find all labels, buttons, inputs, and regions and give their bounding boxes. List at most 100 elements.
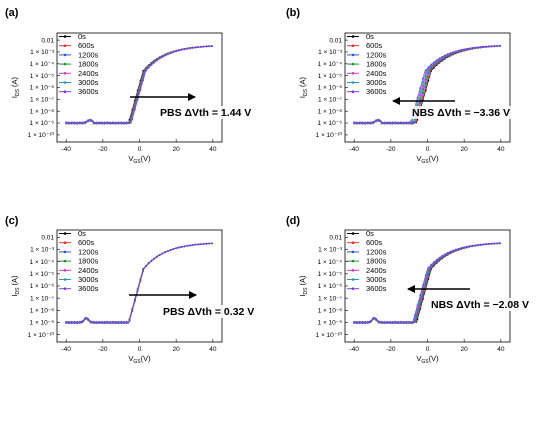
data-point (147, 262, 150, 265)
data-point (142, 270, 145, 272)
data-point (84, 317, 87, 320)
data-point (402, 321, 405, 324)
legend-marker (351, 53, 355, 57)
data-point (153, 61, 156, 64)
data-point (430, 63, 433, 66)
legend-marker (351, 259, 355, 263)
data-point (427, 79, 430, 82)
y-tick-label: 0.01 (329, 235, 342, 242)
data-point (106, 121, 109, 124)
data-point (180, 246, 183, 248)
data-point (402, 121, 405, 124)
data-point (183, 245, 186, 248)
legend-marker (351, 62, 355, 66)
data-point (455, 248, 457, 251)
annotation-backdrop (429, 298, 541, 311)
x-tick-label: 40 (497, 146, 505, 153)
panel-label: (b) (286, 7, 300, 19)
legend-label: 3600s (366, 284, 387, 293)
data-point (158, 57, 161, 60)
y-tick-label: 1 × 10⁻⁷ (30, 295, 55, 302)
legend-marker (63, 62, 67, 66)
data-point (186, 47, 189, 50)
data-point (386, 321, 389, 324)
x-tick-label: 0 (138, 146, 142, 153)
data-point (120, 320, 123, 323)
x-tick-label: -40 (349, 346, 359, 353)
data-point (84, 121, 87, 124)
data-point (435, 258, 438, 261)
x-tick-label: 0 (426, 146, 430, 153)
legend-marker (63, 53, 67, 57)
data-point (394, 320, 397, 323)
data-point (114, 121, 117, 124)
data-point (422, 77, 424, 80)
data-point (87, 318, 90, 320)
data-point (444, 54, 446, 57)
legend-label: 3000s (366, 275, 387, 284)
data-point (490, 45, 493, 48)
legend-marker (63, 72, 67, 75)
x-axis-label: VGS(V) (416, 354, 439, 365)
data-point (422, 81, 424, 83)
data-point (405, 122, 408, 125)
data-point (372, 121, 375, 124)
legend-marker (63, 269, 67, 272)
x-tick-label: 20 (461, 346, 469, 353)
data-point (205, 45, 208, 48)
legend-label: 0s (78, 229, 86, 238)
legend-marker (351, 241, 355, 244)
data-point (164, 251, 167, 254)
data-point (499, 242, 501, 245)
x-axis-label: VGS(V) (128, 154, 151, 165)
data-point (123, 122, 125, 125)
data-point (167, 53, 169, 56)
data-point (389, 321, 391, 324)
data-point (95, 122, 98, 125)
data-point (446, 251, 449, 254)
data-point (493, 242, 496, 245)
data-point (479, 46, 482, 48)
x-tick-label: 40 (209, 146, 217, 153)
data-point (120, 121, 123, 124)
data-point (101, 321, 103, 324)
data-point (411, 322, 413, 325)
y-tick-label: 1 × 10⁻³ (30, 49, 55, 56)
data-point (356, 321, 358, 324)
y-axis-label: IDS (A) (10, 76, 21, 98)
data-point (471, 244, 474, 247)
y-axis-label: IDS (A) (10, 275, 21, 297)
data-point (446, 53, 449, 56)
y-tick-label: 1 × 10⁻³ (318, 247, 343, 254)
annotation-text: NBS ΔVth = −3.36 V (412, 107, 510, 119)
panel-4: (d) 1 × 10⁻¹⁰ 1 × 10⁻⁹ 1 × 10⁻⁸ 1 × 10⁻⁷ 1 × … (286, 215, 541, 365)
data-point (205, 242, 208, 245)
data-point (191, 47, 194, 49)
x-axis-label: VGS(V) (128, 354, 151, 365)
data-point (438, 256, 441, 259)
panel-1: (a) 1 × 10⁻¹⁰ 1 × 10⁻⁹ 1 × 10⁻⁸ 1 × 10⁻⁷ 1 × … (5, 7, 270, 165)
data-point (134, 108, 136, 111)
data-point (95, 322, 98, 324)
y-tick-label: 1 × 10⁻⁸ (318, 108, 343, 115)
y-tick-label: 1 × 10⁻⁶ (318, 85, 343, 92)
data-point (380, 121, 383, 124)
data-point (139, 89, 142, 91)
legend-marker (351, 287, 355, 291)
data-point (372, 317, 375, 320)
data-point (178, 49, 180, 52)
annotation-backdrop (410, 106, 522, 119)
data-point (131, 310, 134, 313)
data-point (490, 242, 493, 245)
data-point (194, 46, 197, 49)
data-point (172, 51, 175, 54)
data-point (452, 51, 455, 53)
data-point (68, 321, 70, 324)
data-point (419, 87, 422, 90)
data-point (471, 46, 474, 49)
data-point (156, 59, 158, 62)
panel-3: (c) 1 × 10⁻¹⁰ 1 × 10⁻⁹ 1 × 10⁻⁸ 1 × 10⁻⁷ 1 × … (5, 215, 273, 365)
data-point (424, 274, 427, 277)
data-point (375, 318, 378, 320)
